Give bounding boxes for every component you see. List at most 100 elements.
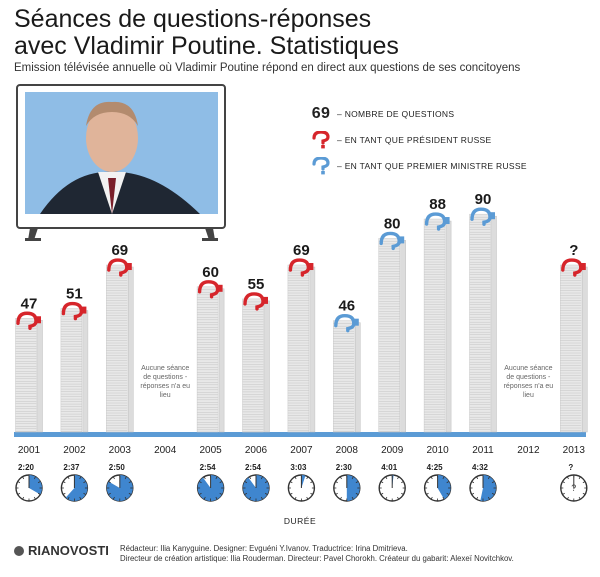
value-label: 88: [429, 196, 446, 213]
clock-tick: [215, 476, 218, 480]
clock-tick: [578, 496, 581, 500]
value-label: 69: [293, 242, 310, 259]
clock-tick: [219, 481, 223, 484]
duration-text: 2:54: [245, 463, 262, 472]
clock-tick: [203, 496, 206, 500]
year-label: 2004: [154, 445, 177, 456]
clock-tick: [128, 481, 132, 484]
president-question-mark-icon: [107, 258, 129, 277]
clock-tick: [294, 476, 297, 480]
duration-text: 2:50: [109, 463, 126, 472]
clock-tick: [17, 481, 21, 484]
no-session-note: lieu: [160, 392, 171, 399]
bar: [469, 213, 491, 433]
no-session-note: Aucune séance: [141, 365, 189, 372]
clock-tick: [471, 481, 475, 484]
page-title: Séances de questions-réponses avec Vladi…: [14, 5, 399, 60]
ria-novosti-logo: RIANOVOSTI: [14, 543, 109, 558]
clock-tick: [244, 492, 248, 495]
credits-line-1: Rédacteur: Ilia Kanyguine. Designer: Evg…: [120, 544, 408, 553]
clock-tick: [124, 476, 127, 480]
bar: [560, 264, 582, 433]
legend-label-count: – NOMBRE DE QUESTIONS: [337, 109, 455, 119]
clock-tick: [442, 496, 445, 500]
legend-item-count: 69 – NOMBRE DE QUESTIONS: [305, 104, 454, 124]
value-label: 80: [384, 215, 401, 232]
no-session-note: réponses n'a eu: [140, 383, 190, 390]
bar-side: [355, 322, 361, 433]
baseline: [14, 432, 586, 437]
bar-side: [400, 240, 406, 433]
clock-tick: [487, 476, 490, 480]
page-subtitle: Emission télévisée annuelle où Vladimir …: [14, 62, 521, 74]
clock-tick: [199, 492, 202, 495]
clock-tick: [446, 481, 450, 484]
clock-tick: [62, 481, 66, 484]
clock-tick: [306, 476, 309, 480]
clock-tick: [385, 476, 388, 480]
president-question-mark-icon: [243, 292, 265, 311]
duration-text: 3:03: [290, 463, 307, 472]
clock-tick: [355, 492, 359, 495]
value-label: 46: [338, 298, 355, 315]
bar-side: [128, 266, 134, 433]
clock-tick: [306, 496, 309, 500]
year-label: 2003: [109, 445, 132, 456]
clock-tick: [442, 476, 445, 480]
pm-question-mark-icon: [470, 207, 492, 226]
clock-tick: [128, 492, 132, 495]
clock-tick: [339, 496, 342, 500]
bar: [196, 286, 219, 433]
duration-text: 4:25: [427, 463, 444, 472]
logo-text: RIANOVOSTI: [28, 543, 109, 558]
clock-tick: [22, 496, 25, 500]
clock-tick: [380, 481, 384, 484]
bar-cap-flag: [36, 316, 41, 324]
no-session-note: lieu: [523, 392, 534, 399]
count-symbol: 69: [311, 105, 331, 122]
bar-cap-flag: [308, 263, 314, 271]
clock-tick: [249, 496, 252, 500]
clock-fill: [106, 475, 133, 502]
bar: [423, 218, 446, 433]
clock-tick: [351, 496, 354, 500]
bar: [287, 264, 310, 433]
clock-tick: [37, 492, 41, 495]
clock-tick: [219, 492, 223, 495]
clock-tick: [289, 492, 293, 495]
bar-cap-flag: [263, 296, 268, 304]
bar-cap-flag: [217, 284, 223, 292]
clock-tick: [397, 496, 400, 500]
duration-text: ?: [568, 463, 573, 472]
clock-tick: [401, 481, 404, 484]
logo-dot-icon: [14, 545, 24, 556]
clock-tick: [487, 496, 490, 500]
speaker-photo: [25, 92, 218, 214]
legend-item-president: – EN TANT QUE PRÉSIDENT RUSSE: [305, 130, 492, 150]
duration-text: 2:37: [63, 463, 80, 472]
clock-tick: [33, 476, 36, 480]
clock-tick: [562, 492, 565, 495]
clock-tick: [67, 496, 70, 500]
bar-cap-flag: [126, 263, 132, 271]
clock-tick: [426, 492, 429, 495]
clock-tick: [112, 496, 115, 500]
year-label: 2008: [336, 445, 359, 456]
credits: Rédacteur: Ilia Kanyguine. Designer: Evg…: [120, 544, 590, 564]
value-label: ?: [569, 242, 578, 259]
year-label: 2010: [426, 445, 449, 456]
clock-tick: [397, 476, 400, 480]
tv-monitor-icon: [16, 84, 226, 241]
clock-tick: [566, 496, 569, 500]
clock-tick: [385, 496, 388, 500]
president-question-mark-icon: [305, 131, 337, 149]
clock-tick: [199, 481, 202, 484]
pm-question-mark-icon: [305, 157, 337, 175]
clock-tick: [22, 476, 25, 480]
clock-fill: [65, 475, 88, 502]
value-label: 51: [66, 286, 83, 303]
bar-side: [264, 300, 270, 433]
bar-side: [491, 215, 497, 433]
bar: [378, 238, 400, 433]
clock-tick: [79, 476, 82, 480]
